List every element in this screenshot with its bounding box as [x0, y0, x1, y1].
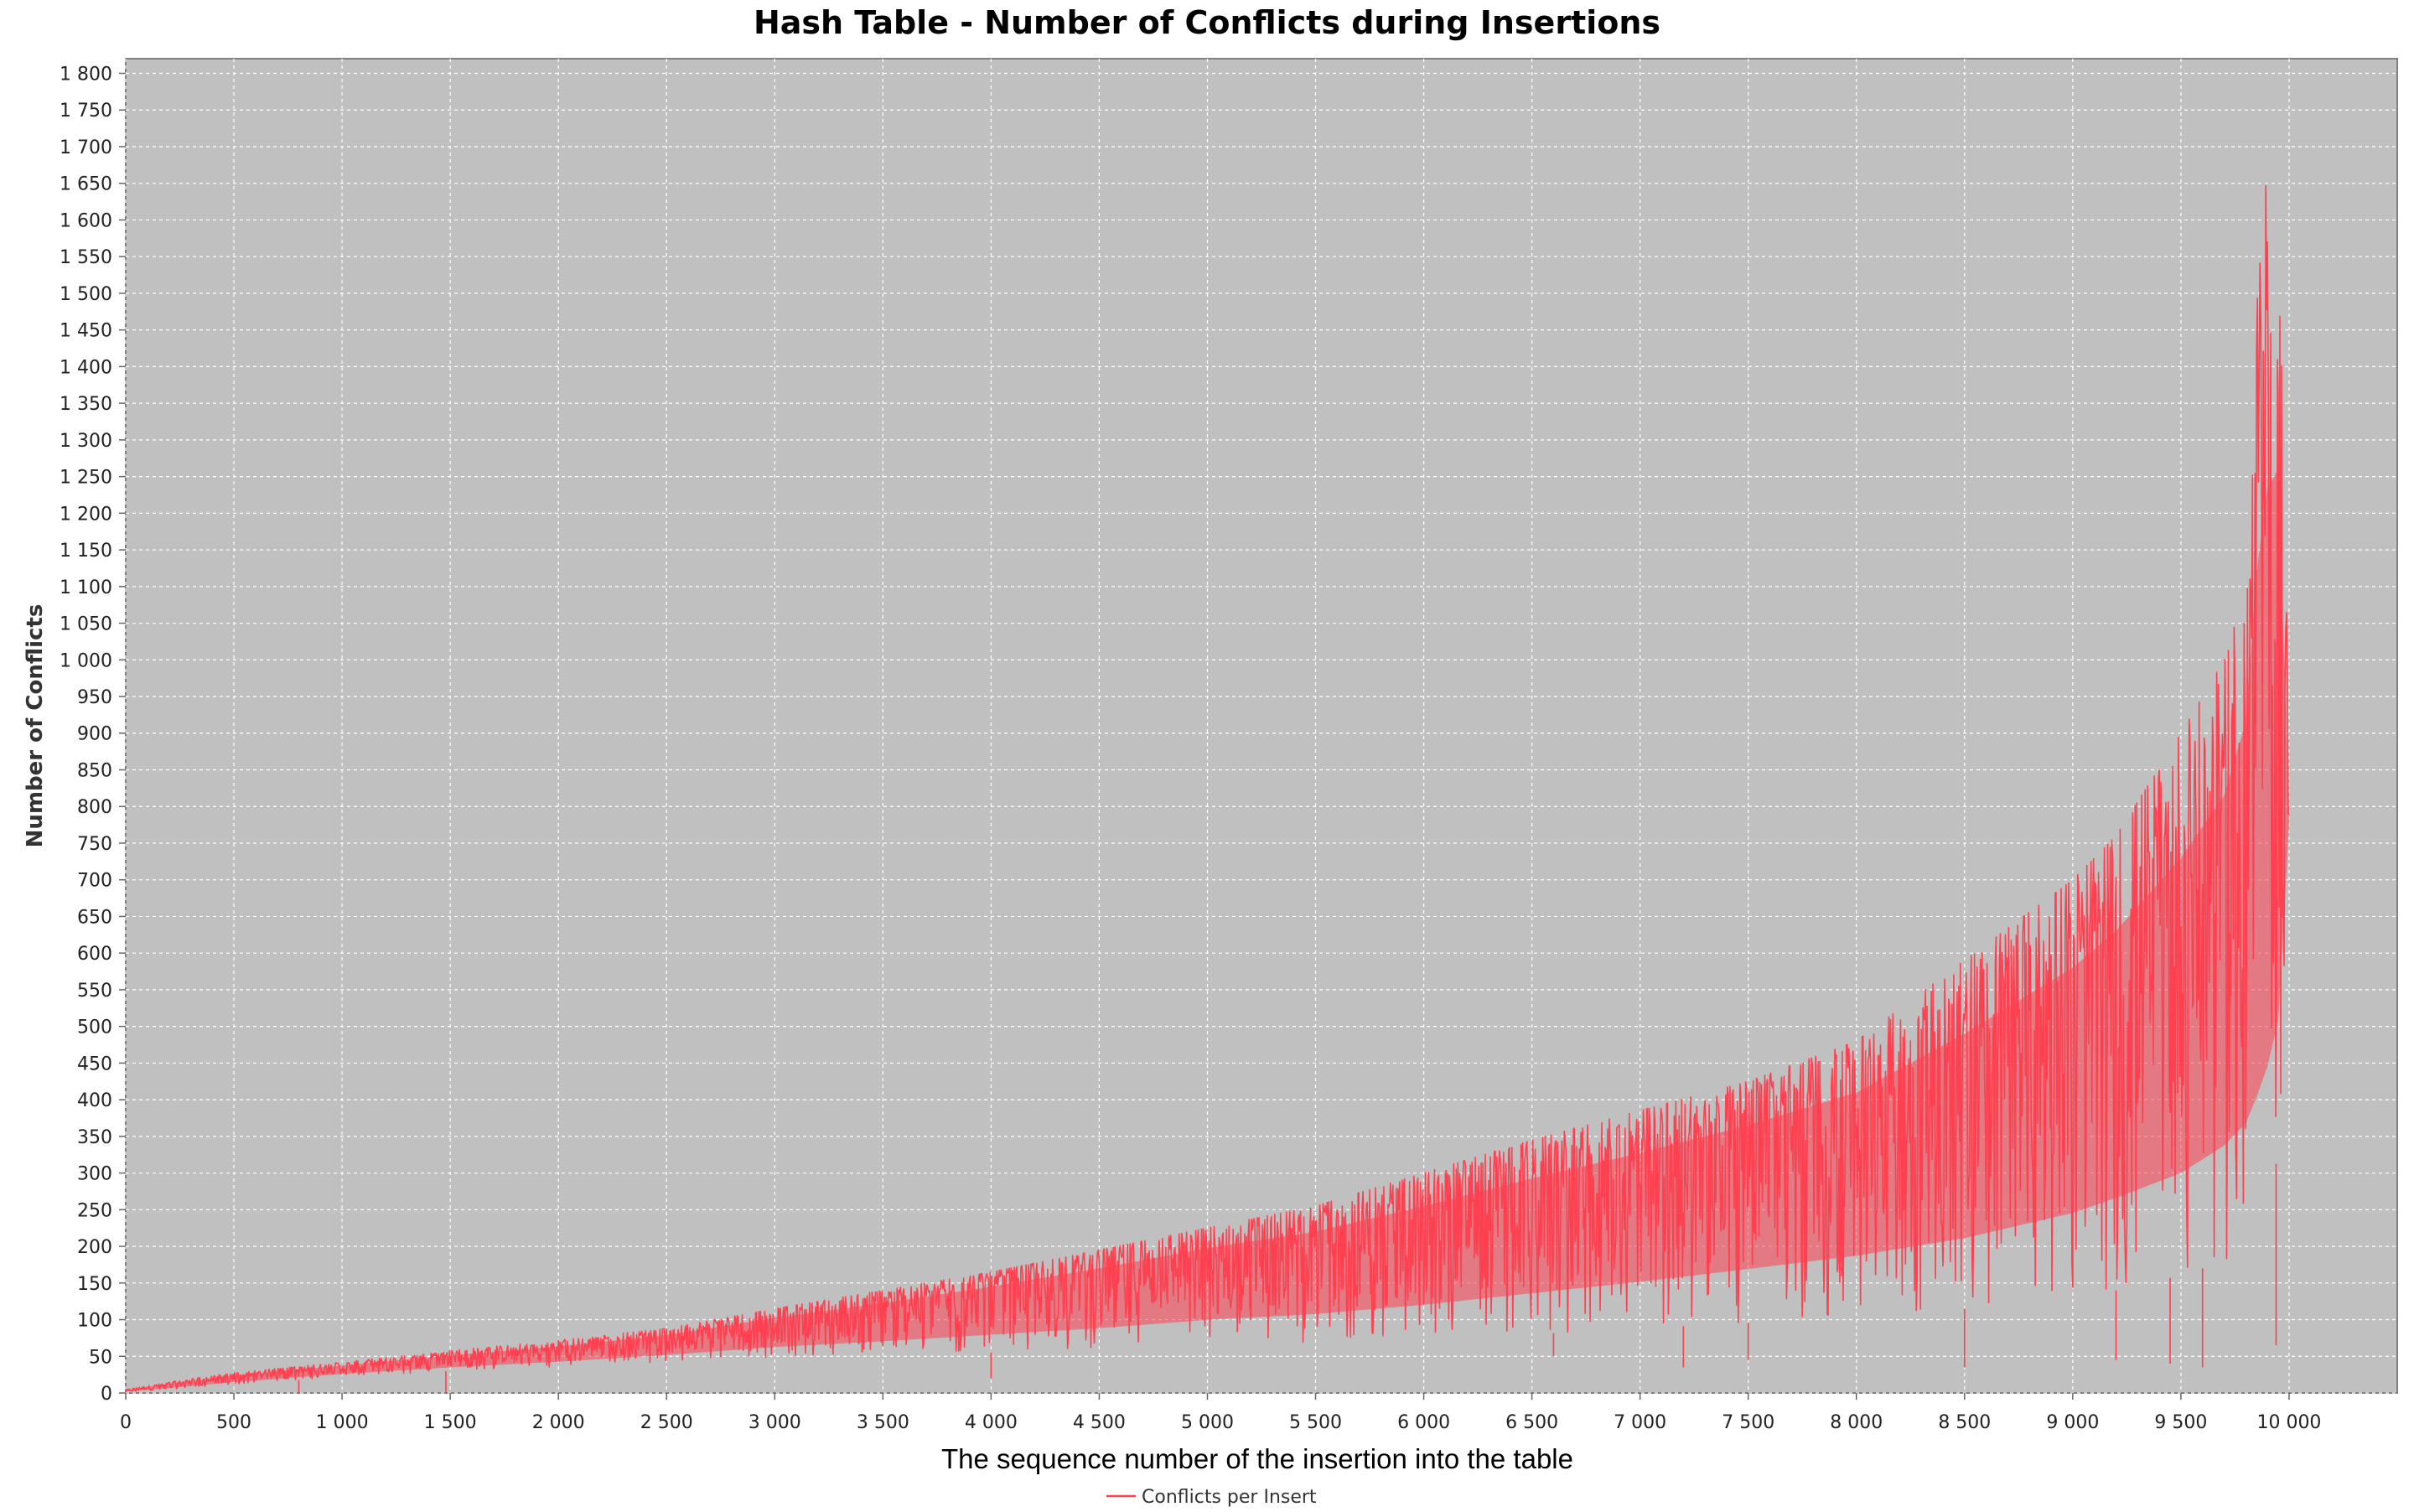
- chart-title: Hash Table - Number of Conflicts during …: [754, 4, 1660, 41]
- y-tick-label: 300: [77, 1164, 112, 1185]
- x-tick-label: 9 000: [2046, 1412, 2099, 1433]
- y-tick-label: 650: [77, 907, 112, 928]
- x-tick-label: 9 500: [2154, 1412, 2207, 1433]
- x-tick-label: 7 000: [1614, 1412, 1666, 1433]
- y-tick-label: 500: [77, 1017, 112, 1038]
- y-tick-label: 1 450: [60, 321, 112, 342]
- y-tick-label: 1 000: [60, 650, 112, 671]
- x-tick-label: 3 500: [857, 1412, 909, 1433]
- legend: Conflicts per Insert: [1106, 1487, 1317, 1508]
- y-tick-label: 1 100: [60, 577, 112, 598]
- x-tick-label: 3 000: [749, 1412, 801, 1433]
- x-tick-label: 500: [216, 1412, 251, 1433]
- y-tick-label: 1 700: [60, 137, 112, 158]
- y-tick-label: 1 300: [60, 431, 112, 452]
- y-tick-label: 950: [77, 687, 112, 708]
- x-axis-label: The sequence number of the insertion int…: [941, 1443, 1573, 1474]
- legend-label: Conflicts per Insert: [1142, 1487, 1317, 1508]
- y-tick-label: 1 150: [60, 541, 112, 562]
- y-tick-label: 900: [77, 724, 112, 745]
- y-tick-label: 800: [77, 797, 112, 818]
- x-tick-label: 8 500: [1938, 1412, 1991, 1433]
- y-tick-label: 50: [89, 1347, 112, 1368]
- y-tick-label: 250: [77, 1200, 112, 1221]
- y-axis-label: Number of Conflicts: [23, 604, 48, 848]
- x-gridlines: [125, 59, 2290, 1393]
- y-tick-label: 150: [77, 1274, 112, 1295]
- y-tick-label: 700: [77, 871, 112, 892]
- y-gridlines: [126, 72, 2397, 1394]
- x-tick-label: 6 000: [1397, 1412, 1450, 1433]
- x-tick-label: 5 500: [1289, 1412, 1342, 1433]
- y-tick-label: 200: [77, 1237, 112, 1258]
- y-tick-label: 1 750: [60, 101, 112, 122]
- x-tick-label: 2 500: [640, 1412, 693, 1433]
- series-conflicts-per-insert: [125, 184, 2290, 1392]
- y-tick-label: 1 050: [60, 614, 112, 635]
- y-tick-label: 1 550: [60, 247, 112, 268]
- x-tick-label: 2 000: [532, 1412, 585, 1433]
- y-tick-label: 1 800: [60, 64, 112, 85]
- y-tick-label: 1 400: [60, 357, 112, 378]
- x-tick-label: 1 500: [424, 1412, 477, 1433]
- y-tick-label: 350: [77, 1127, 112, 1148]
- x-tick-label: 0: [120, 1412, 132, 1433]
- outlier-marks: [298, 1163, 2277, 1393]
- y-tick-label: 1 650: [60, 174, 112, 195]
- y-tick-label: 450: [77, 1054, 112, 1074]
- y-tick-label: 1 350: [60, 394, 112, 415]
- x-tick-label: 8 000: [1830, 1412, 1883, 1433]
- x-tick-label: 5 000: [1181, 1412, 1234, 1433]
- x-axis-ticks: 0 500 1 000 1 500 2 000 2 500 3 000 3 500 4 000 4…: [120, 1393, 2321, 1433]
- y-tick-label: 850: [77, 760, 112, 781]
- x-tick-label: 4 000: [965, 1412, 1018, 1433]
- y-tick-label: 1 500: [60, 284, 112, 305]
- series-band-conflicts-per-insert: [126, 469, 2289, 1392]
- x-tick-label: 6 500: [1505, 1412, 1558, 1433]
- y-tick-label: 750: [77, 834, 112, 855]
- y-tick-label: 1 600: [60, 210, 112, 231]
- y-tick-label: 1 200: [60, 504, 112, 525]
- y-tick-label: 100: [77, 1311, 112, 1332]
- y-tick-label: 400: [77, 1090, 112, 1111]
- y-tick-label: 550: [77, 981, 112, 1002]
- x-tick-label: 7 500: [1722, 1412, 1774, 1433]
- y-axis-ticks: 0 50 100 150 200 250 300 350 400 450 500 550 600 650 7…: [60, 64, 126, 1405]
- x-tick-label: 4 500: [1073, 1412, 1126, 1433]
- y-tick-label: 1 250: [60, 468, 112, 489]
- x-tick-label: 10 000: [2256, 1412, 2321, 1433]
- y-tick-label: 600: [77, 944, 112, 965]
- y-tick-label: 0: [101, 1384, 112, 1405]
- x-tick-label: 1 000: [316, 1412, 369, 1433]
